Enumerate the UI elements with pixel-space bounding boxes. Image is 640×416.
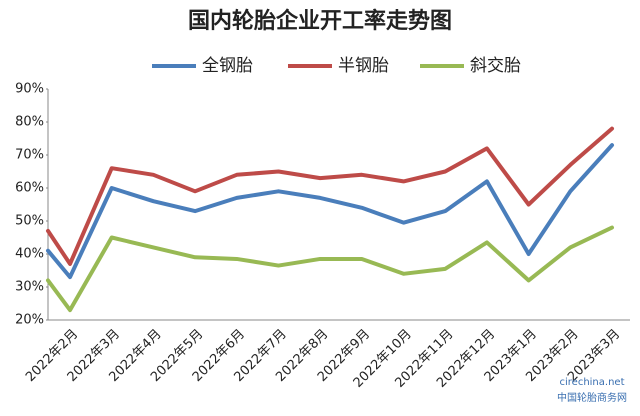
watermark: 中国轮胎商务网 bbox=[557, 391, 627, 404]
y-tick-label: 90% bbox=[15, 82, 44, 97]
y-tick-label: 80% bbox=[15, 115, 44, 130]
legend-label: 半钢胎 bbox=[338, 56, 389, 76]
y-tick-label: 20% bbox=[15, 313, 44, 328]
legend-label: 斜交胎 bbox=[470, 56, 521, 76]
chart-title: 国内轮胎企业开工率走势图 bbox=[188, 8, 452, 34]
series-line bbox=[46, 143, 614, 280]
series-line bbox=[46, 225, 614, 313]
y-tick-label: 60% bbox=[15, 181, 44, 196]
watermark: cirechina.net bbox=[560, 377, 625, 388]
y-tick-label: 50% bbox=[15, 214, 44, 229]
y-tick-label: 30% bbox=[15, 280, 44, 295]
y-tick-label: 40% bbox=[15, 247, 44, 262]
series-line bbox=[46, 126, 614, 266]
legend-label: 全钢胎 bbox=[202, 56, 253, 76]
y-tick-label: 70% bbox=[15, 148, 44, 163]
